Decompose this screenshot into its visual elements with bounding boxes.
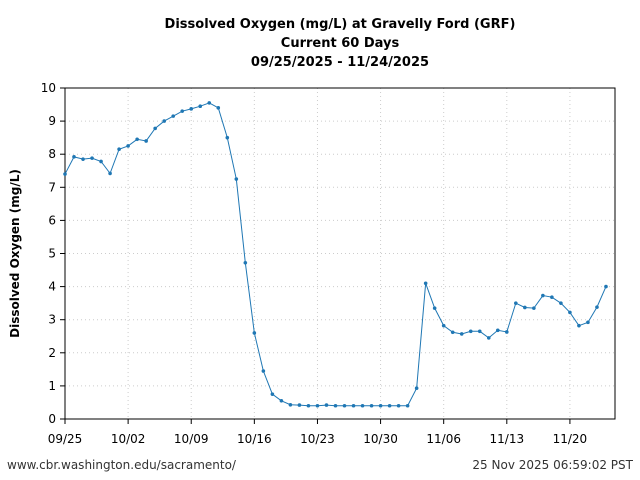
y-tick-label: 5 xyxy=(48,247,56,261)
y-tick-label: 7 xyxy=(48,180,56,194)
data-point xyxy=(468,329,473,334)
data-point xyxy=(315,403,320,408)
data-point xyxy=(171,114,175,118)
data-point xyxy=(135,137,139,142)
data-point xyxy=(225,135,230,140)
x-tick-label: 09/25 xyxy=(48,432,83,446)
data-point xyxy=(450,330,455,335)
data-point xyxy=(72,155,76,159)
data-point xyxy=(441,323,446,328)
data-point xyxy=(541,293,545,298)
data-point xyxy=(63,172,67,176)
data-point xyxy=(405,403,410,408)
series-line xyxy=(64,102,607,407)
chart-title-line: 09/25/2025 - 11/24/2025 xyxy=(251,55,429,70)
data-point xyxy=(396,403,401,408)
data-point xyxy=(477,329,482,334)
data-point xyxy=(550,295,554,299)
data-point xyxy=(595,305,599,309)
data-point xyxy=(486,336,491,340)
data-point xyxy=(360,403,365,408)
x-tick-label: 11/13 xyxy=(490,432,525,446)
data-point xyxy=(586,320,590,325)
data-point xyxy=(90,156,94,160)
source-url: www.cbr.washington.edu/sacramento/ xyxy=(7,458,236,472)
x-tick-label: 10/16 xyxy=(237,432,272,446)
data-point xyxy=(117,147,121,152)
data-point xyxy=(577,323,581,328)
y-tick-label: 3 xyxy=(48,313,56,327)
data-point xyxy=(559,301,563,305)
data-point xyxy=(126,144,130,148)
data-point xyxy=(297,403,302,407)
plot-frame xyxy=(64,87,616,420)
data-point xyxy=(108,171,112,176)
data-point xyxy=(514,301,518,305)
data-point xyxy=(351,403,356,408)
y-tick-label: 4 xyxy=(48,280,56,294)
x-tick-label: 10/23 xyxy=(300,432,335,446)
x-tick-label: 10/09 xyxy=(174,432,209,446)
data-point xyxy=(198,104,203,109)
data-point xyxy=(568,310,572,315)
data-point xyxy=(495,328,500,333)
data-point xyxy=(270,392,275,396)
data-point xyxy=(505,330,509,334)
data-point xyxy=(162,119,166,123)
x-tick-label: 11/06 xyxy=(426,432,461,446)
y-tick-label: 2 xyxy=(48,346,56,360)
y-tick-label: 6 xyxy=(48,213,56,227)
data-point xyxy=(180,109,185,113)
data-point xyxy=(144,139,148,143)
y-tick-label: 9 xyxy=(48,114,56,128)
data-point xyxy=(306,403,311,408)
data-point xyxy=(369,403,374,408)
data-point xyxy=(234,177,239,181)
chart-title-line: Dissolved Oxygen (mg/L) at Gravelly Ford… xyxy=(165,17,516,32)
data-point xyxy=(604,284,608,289)
data-point xyxy=(432,306,437,310)
x-tick-label: 10/30 xyxy=(363,432,398,446)
data-point xyxy=(532,306,536,310)
y-axis-label: Dissolved Oxygen (mg/L) xyxy=(8,169,22,338)
data-point xyxy=(288,402,293,407)
data-point xyxy=(333,403,338,408)
x-tick-label: 10/02 xyxy=(111,432,146,446)
data-point xyxy=(153,126,157,131)
data-point xyxy=(81,157,85,161)
data-point xyxy=(243,260,248,265)
x-tick-label: 11/20 xyxy=(553,432,588,446)
data-point xyxy=(342,403,347,408)
data-point xyxy=(523,305,527,310)
y-tick-label: 1 xyxy=(48,379,56,393)
data-point xyxy=(189,107,194,111)
data-point xyxy=(378,403,383,408)
data-point xyxy=(414,386,419,391)
data-point xyxy=(459,332,464,336)
timestamp: 25 Nov 2025 06:59:02 PST xyxy=(472,458,633,472)
y-tick-label: 10 xyxy=(41,81,56,95)
y-tick-label: 8 xyxy=(48,147,56,161)
y-tick-label: 0 xyxy=(48,412,56,426)
chart-title-line: Current 60 Days xyxy=(281,36,400,51)
data-point xyxy=(387,403,392,408)
data-point xyxy=(207,101,212,105)
data-point xyxy=(279,398,284,403)
data-point xyxy=(252,331,257,335)
data-point xyxy=(216,106,221,110)
data-point xyxy=(423,281,428,286)
data-point xyxy=(324,403,329,407)
data-point xyxy=(261,369,266,373)
data-point xyxy=(99,159,103,164)
